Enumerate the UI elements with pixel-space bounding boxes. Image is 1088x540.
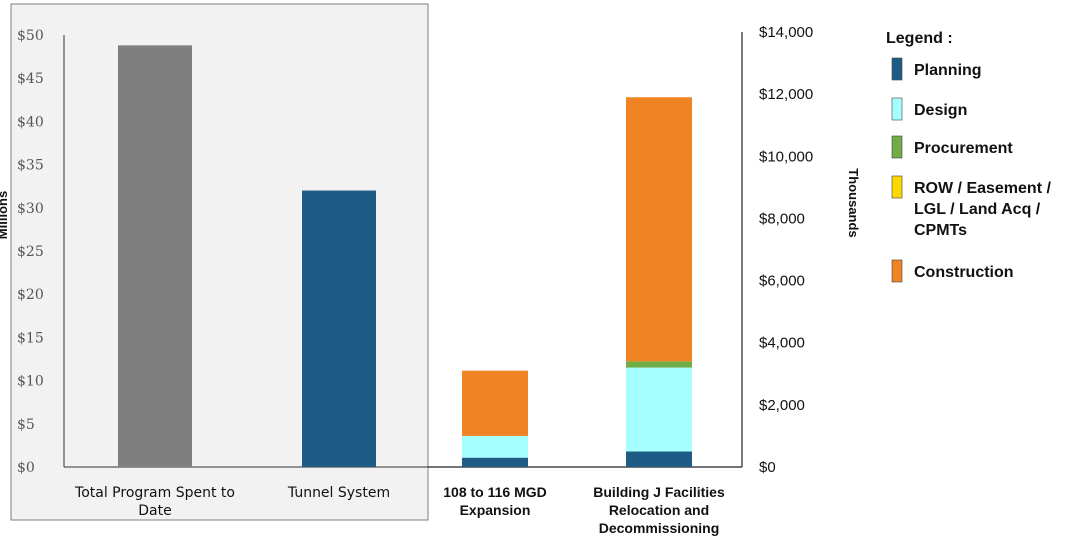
- right-y-tick-label: $4,000: [759, 335, 805, 352]
- left-y-tick-label: $10: [17, 374, 44, 390]
- legend-swatch: [891, 259, 903, 283]
- left-bar: [118, 45, 192, 467]
- right-y-axis-title: Thousands: [846, 168, 861, 237]
- left-x-tick-label: Total Program Spent to: [74, 485, 235, 501]
- left-bar: [302, 190, 376, 467]
- legend-item-label: Design: [914, 102, 967, 119]
- legend-swatch: [891, 97, 903, 121]
- right-y-tick-label: $12,000: [759, 86, 813, 103]
- right-y-tick-label: $0: [759, 459, 776, 476]
- stacked-segment-planning: [626, 451, 692, 467]
- legend-item-label: Construction: [914, 264, 1014, 281]
- left-chart: $0 $5 $10 $15 $20 $25 $30 $35 $40 $45 $50 Total Pro…: [0, 28, 428, 519]
- right-y-tick-label: $2,000: [759, 397, 805, 414]
- legend-swatch: [891, 135, 903, 159]
- right-x-tick-label: 108 to 116 MGD: [443, 484, 547, 500]
- left-y-tick-label: $40: [17, 114, 44, 130]
- legend-item-label: Planning: [914, 62, 982, 79]
- legend-item-label: Procurement: [914, 140, 1013, 157]
- stacked-segment-design: [462, 435, 528, 458]
- right-x-tick-label: Expansion: [460, 502, 531, 518]
- left-y-tick-label: $50: [17, 28, 44, 44]
- left-y-tick-label: $45: [17, 71, 44, 87]
- left-x-tick-label: Date: [138, 503, 171, 519]
- stacked-segment-construction: [626, 97, 692, 362]
- right-chart: $0 $2,000 $4,000 $6,000 $8,000 $10,000 $12,000…: [428, 24, 861, 536]
- stacked-segment-design: [626, 367, 692, 452]
- stacked-segment-planning: [462, 457, 528, 467]
- left-y-axis-title: Millions: [0, 191, 10, 239]
- legend-title: Legend :: [886, 30, 953, 47]
- right-y-tick-label: $6,000: [759, 273, 805, 290]
- right-x-tick-label: Building J Facilities: [593, 484, 725, 500]
- right-x-tick-label: Decommissioning: [599, 520, 720, 536]
- left-y-tick-label: $15: [17, 330, 44, 346]
- right-y-tick-label: $8,000: [759, 210, 805, 227]
- left-y-tick-label: $5: [17, 417, 35, 433]
- right-y-tick-label: $10,000: [759, 148, 813, 165]
- legend-swatch: [891, 175, 903, 199]
- right-y-tick-label: $14,000: [759, 24, 813, 41]
- right-x-tick-label: Relocation and: [609, 502, 709, 518]
- left-y-tick-label: $20: [17, 287, 44, 303]
- left-y-tick-label: $25: [17, 244, 44, 260]
- stacked-segment-procurement: [626, 361, 692, 368]
- legend: Legend : Planning Design Procurement ROW / E…: [886, 30, 1051, 283]
- left-x-tick-label: Tunnel System: [287, 485, 390, 501]
- left-y-tick-label: $30: [17, 201, 44, 217]
- legend-item-label: CPMTs: [914, 222, 967, 239]
- legend-swatch: [891, 57, 903, 81]
- legend-item-label: ROW / Easement /: [914, 180, 1051, 197]
- left-y-tick-label: $35: [17, 158, 44, 174]
- left-y-tick-label: $0: [17, 460, 35, 476]
- stacked-segment-construction: [462, 370, 528, 436]
- legend-item-label: LGL / Land Acq /: [914, 201, 1041, 218]
